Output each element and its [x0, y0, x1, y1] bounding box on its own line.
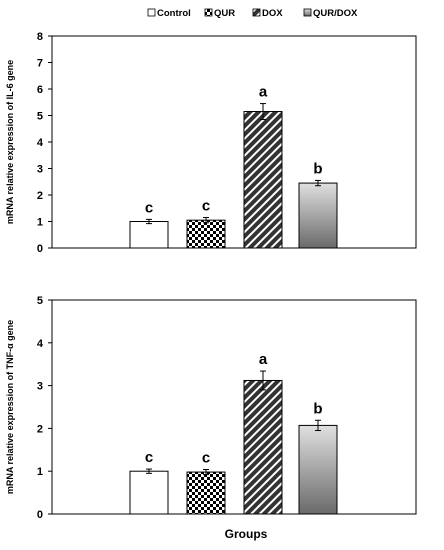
significance-label: a [259, 351, 268, 368]
bar-qur-dox [298, 424, 338, 515]
significance-label: b [313, 160, 322, 177]
y-axis-label-il6: mRNA relative expression of IL-6 gene [5, 60, 15, 224]
y-tick-label: 7 [37, 58, 43, 70]
significance-label: a [259, 84, 268, 101]
y-tick-label: 0 [37, 509, 43, 521]
significance-label: c [202, 198, 210, 215]
y-axis-label-tnf: mRNA relative expression of TNF-α gene [5, 320, 15, 494]
significance-label: c [202, 449, 210, 466]
y-tick-label: 8 [37, 31, 43, 43]
y-tick-label: 6 [37, 84, 43, 96]
y-tick-label: 0 [37, 243, 43, 255]
legend-item-label: QUR [214, 8, 235, 19]
y-tick-label: 2 [37, 423, 43, 435]
legend: Control QUR DOX QUR/DOX [147, 8, 358, 19]
y-tick-label: 2 [37, 190, 43, 202]
significance-label: c [145, 199, 153, 216]
plot-frame [51, 299, 417, 515]
bar-control [129, 470, 169, 515]
significance-label: c [145, 449, 153, 466]
y-tick-label: 4 [37, 137, 44, 149]
il6-chart-panel: mRNA relative expression of IL-6 gene 0 1… [5, 31, 417, 255]
y-tick-label: 1 [37, 466, 43, 478]
legend-item-label: QUR/DOX [313, 8, 358, 19]
legend-swatch [252, 8, 261, 17]
bar-dox [243, 379, 283, 515]
significance-label: b [313, 400, 322, 417]
legend-item-label: Control [157, 8, 191, 19]
plot-frame [51, 35, 417, 249]
y-tick-label: 5 [37, 295, 43, 307]
bar-control [129, 221, 169, 249]
bar-dox [243, 111, 283, 249]
y-tick-label: 1 [37, 217, 43, 229]
y-tick-label: 3 [37, 381, 43, 393]
legend-swatch [204, 8, 213, 17]
tnf-chart-panel: mRNA relative expression of TNF-α gene 0… [5, 295, 417, 521]
y-tick-label: 4 [37, 338, 44, 350]
bar-qur-dox [298, 182, 338, 249]
legend-swatch [147, 8, 156, 17]
legend-item-label: DOX [262, 8, 283, 19]
legend-swatch [303, 8, 312, 17]
x-axis-label: Groups [225, 527, 268, 541]
bar-qur [186, 219, 226, 249]
y-tick-label: 3 [37, 164, 43, 176]
y-tick-label: 5 [37, 111, 43, 123]
bar-qur [186, 471, 226, 515]
